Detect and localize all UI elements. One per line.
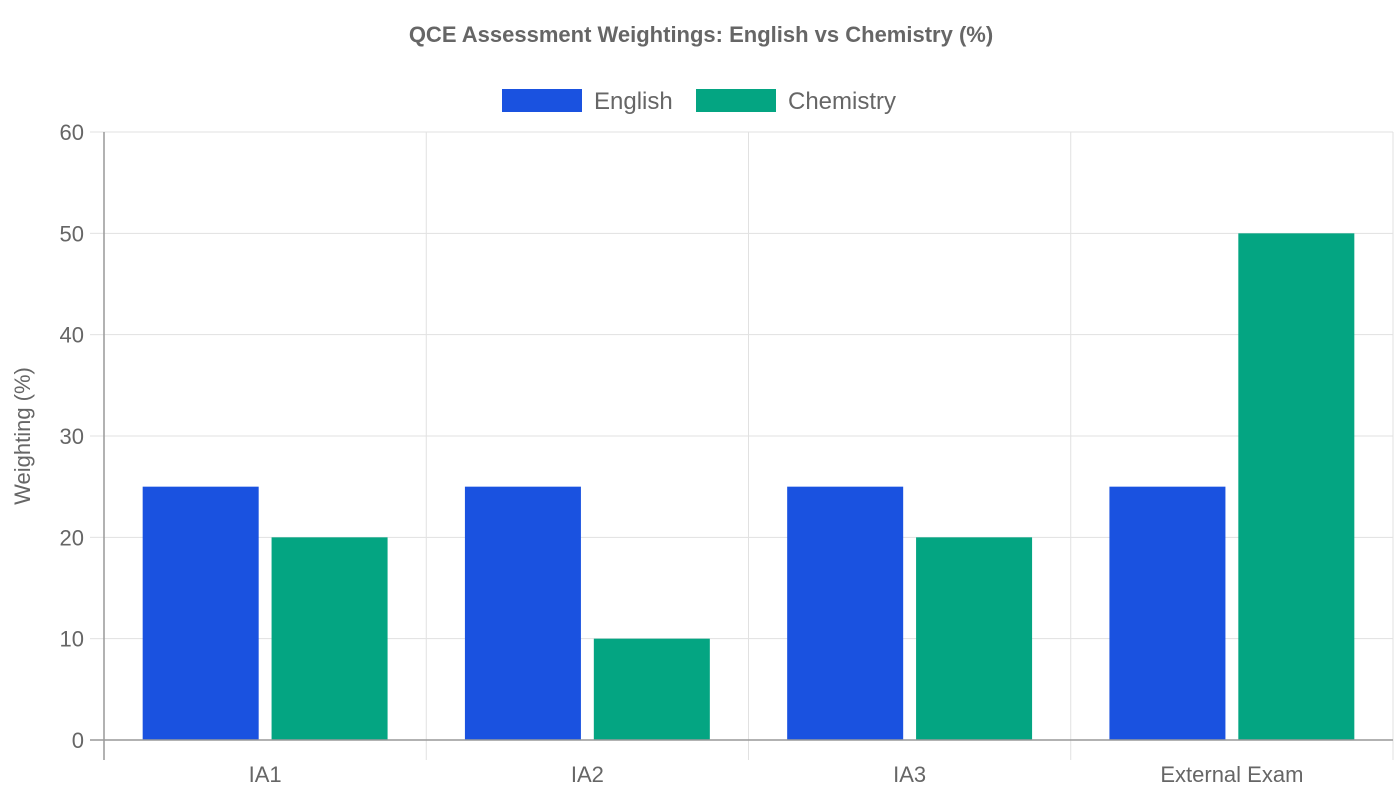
legend-label-english: English (594, 88, 673, 115)
bar-chemistry-ia1 (271, 537, 388, 740)
x-tick-label: External Exam (1160, 762, 1303, 787)
axes (90, 132, 1393, 760)
legend-swatch-english (502, 89, 582, 112)
x-tick-label: IA2 (571, 762, 604, 787)
y-tick-label: 50 (60, 221, 84, 246)
y-tick-label: 30 (60, 424, 84, 449)
legend-swatch-chemistry (696, 89, 776, 112)
legend: English Chemistry (502, 88, 896, 115)
y-tick-label: 40 (60, 323, 84, 348)
bar-chemistry-external-exam (1238, 233, 1355, 741)
bar-english-ia3 (787, 486, 904, 740)
bars (142, 233, 1355, 741)
legend-label-chemistry: Chemistry (788, 88, 896, 115)
chart-title: QCE Assessment Weightings: English vs Ch… (409, 22, 993, 47)
y-tick-label: 20 (60, 525, 84, 550)
bar-chemistry-ia2 (593, 638, 710, 740)
y-tick-label: 0 (72, 728, 84, 753)
y-tick-label: 10 (60, 627, 84, 652)
tick-labels: 0 10 20 30 40 50 60 IA1 IA2 IA3 External Exam (60, 120, 1304, 787)
x-tick-label: IA3 (893, 762, 926, 787)
y-tick-label: 60 (60, 120, 84, 145)
bar-chemistry-ia3 (916, 537, 1033, 740)
x-tick-label: IA1 (249, 762, 282, 787)
bar-english-external-exam (1109, 486, 1226, 740)
bar-english-ia1 (142, 486, 259, 740)
bar-english-ia2 (464, 486, 581, 740)
y-axis-title: Weighting (%) (10, 367, 35, 505)
